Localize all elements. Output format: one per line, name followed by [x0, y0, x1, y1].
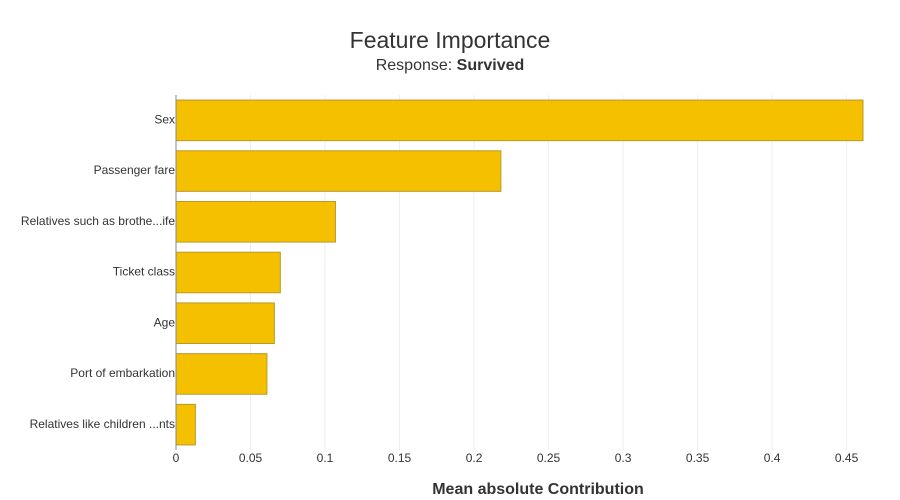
- bar: [175, 403, 196, 446]
- bar: [175, 201, 336, 243]
- x-tick-label: 0.25: [537, 451, 561, 465]
- x-tick-label: 0.1: [317, 451, 334, 465]
- x-tick-label: 0: [173, 451, 180, 465]
- x-axis-label: Mean absolute Contribution: [432, 481, 644, 498]
- x-tick-label: 0.15: [388, 451, 412, 465]
- y-tick-label: Passenger fare: [94, 163, 176, 177]
- y-tick-label: Relatives like children ...nts: [30, 417, 175, 431]
- bar: [175, 99, 864, 142]
- x-tick-label: 0.4: [764, 451, 781, 465]
- x-tick-label: 0.2: [466, 451, 483, 465]
- x-tick-label: 0.05: [239, 451, 263, 465]
- chart-title: Feature Importance: [350, 27, 551, 53]
- x-tick-label: 0.3: [615, 451, 632, 465]
- bar: [175, 150, 502, 192]
- y-tick-label: Age: [154, 315, 176, 329]
- x-tick-label: 0.45: [835, 451, 859, 465]
- bar: [175, 251, 281, 294]
- response-name: Survived: [457, 57, 525, 74]
- y-tick-label: Sex: [154, 113, 175, 127]
- y-tick-label: Relatives such as brothe...ife: [21, 214, 175, 228]
- y-tick-label: Ticket class: [113, 265, 175, 279]
- subtitle-prefix: Response:: [376, 57, 453, 74]
- bar: [175, 353, 268, 395]
- x-tick-label: 0.35: [686, 451, 710, 465]
- y-tick-label: Port of embarkation: [70, 366, 175, 380]
- chart-subtitle: Response: Survived: [376, 57, 525, 74]
- bar: [175, 302, 275, 344]
